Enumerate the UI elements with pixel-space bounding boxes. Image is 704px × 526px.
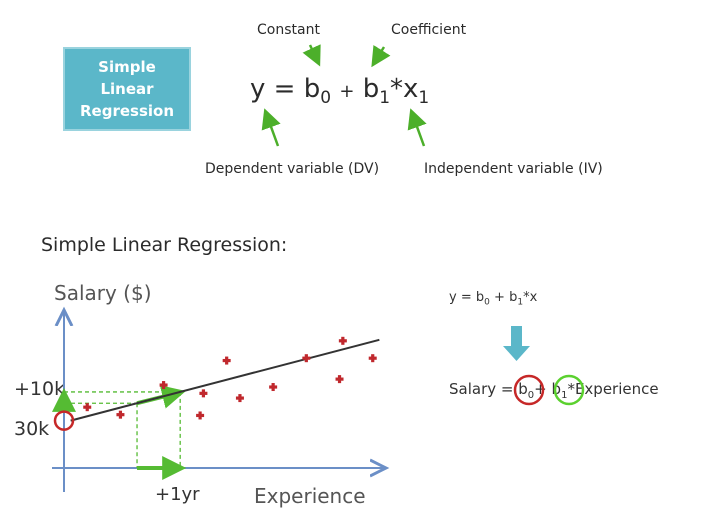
regression-line — [70, 338, 380, 422]
badge-line-3: Regression — [79, 102, 174, 120]
badge-line-1: Simple — [98, 58, 156, 76]
coefficient-label: Coefficient — [391, 22, 467, 38]
dependent-variable-label: Dependent variable (DV) — [205, 161, 380, 177]
intercept-ring — [53, 410, 75, 431]
salary-word: Salary — [449, 380, 497, 398]
data-point-1 — [116, 410, 125, 419]
constant-arrow-icon — [302, 44, 321, 67]
data-point-9 — [335, 375, 344, 384]
dv-arrow-icon — [261, 108, 281, 147]
section-title: Simple Linear Regression: — [41, 234, 288, 256]
formula-equals: = — [273, 74, 296, 104]
badge-line-2: Linear — [100, 80, 154, 98]
formula-y: y — [250, 74, 266, 104]
data-point-4 — [199, 389, 208, 398]
data-point-0 — [83, 403, 92, 412]
x-axis-label: Experience — [254, 484, 366, 508]
right-formula: y = b0 + b1*x — [449, 290, 538, 308]
b1-green-ring — [553, 374, 585, 406]
run-label: +1yr — [155, 484, 200, 505]
formula-b1-x1: b1*x1 — [362, 74, 430, 109]
data-point-7 — [269, 383, 278, 392]
data-point-2 — [159, 381, 168, 390]
formula-plus: + — [339, 81, 355, 102]
data-point-10 — [338, 336, 347, 345]
independent-variable-label: Independent variable (IV) — [424, 161, 603, 177]
coefficient-arrow-icon — [371, 44, 391, 68]
intercept-label: 30k — [14, 418, 50, 440]
data-point-6 — [235, 394, 244, 403]
main-formula: y = b0 + b1*x1 — [250, 74, 429, 108]
iv-arrow-icon — [407, 108, 427, 147]
b0-red-ring — [513, 374, 545, 406]
b0-ringed: b0 — [518, 380, 535, 401]
data-point-5 — [222, 356, 231, 365]
y-axis-label: Salary ($) — [54, 281, 152, 305]
salary-equation: Salary = b0+ b1*Experience — [449, 380, 659, 401]
formula-b0: b0 — [303, 74, 332, 109]
constant-label: Constant — [257, 22, 320, 38]
b1-ringed: b1 — [551, 380, 568, 401]
data-point-3 — [196, 411, 205, 420]
data-point-8 — [302, 354, 311, 363]
data-point-11 — [368, 354, 377, 363]
simple-linear-regression-badge: Simple Linear Regression — [63, 47, 191, 131]
